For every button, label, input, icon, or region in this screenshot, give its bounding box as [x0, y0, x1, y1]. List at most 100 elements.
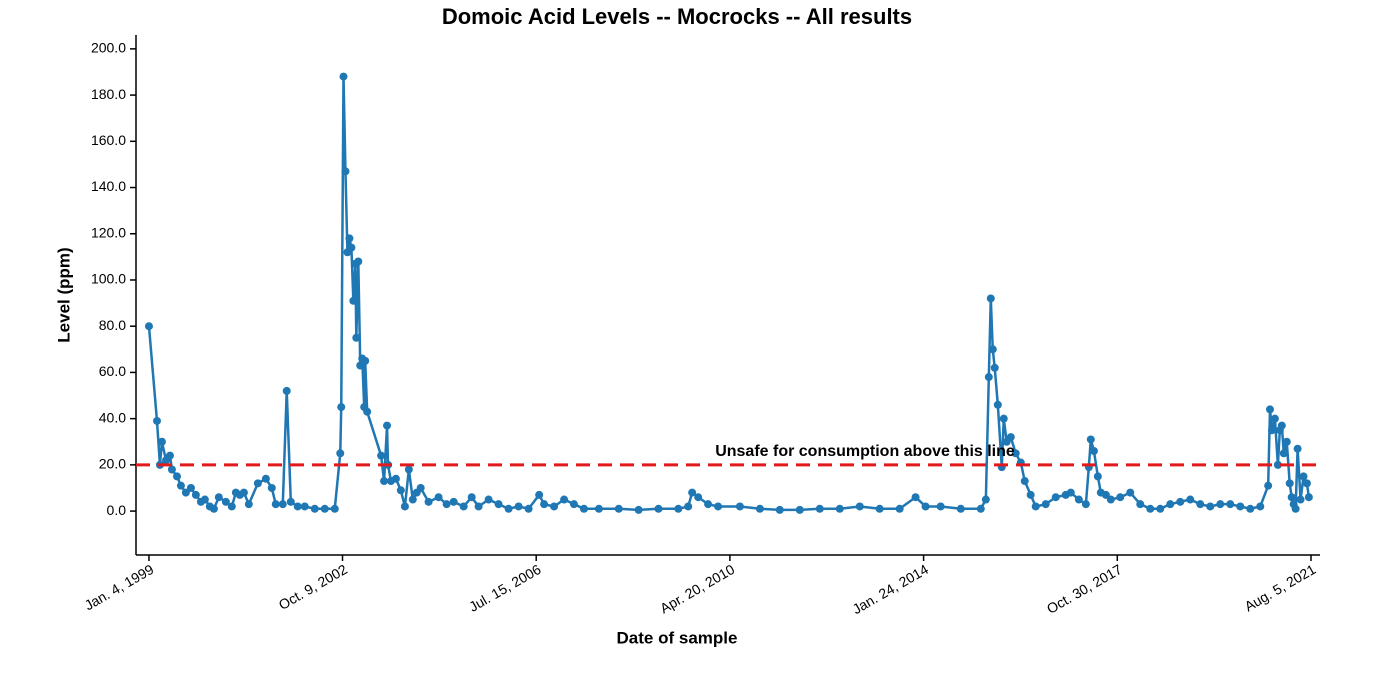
data-point	[157, 437, 166, 446]
data-point	[408, 495, 417, 504]
data-point	[1293, 444, 1302, 453]
data-point	[815, 504, 824, 513]
data-point	[936, 502, 945, 511]
data-point	[467, 493, 476, 502]
data-point	[400, 502, 409, 511]
data-point	[484, 495, 493, 504]
data-point	[286, 497, 295, 506]
data-point	[514, 502, 523, 511]
data-point	[1166, 500, 1175, 509]
data-point	[524, 504, 533, 513]
x-tick-label: Oct. 30, 2017	[1044, 561, 1125, 617]
data-point	[688, 488, 697, 497]
data-point	[990, 363, 999, 372]
data-point	[191, 490, 200, 499]
data-point	[560, 495, 569, 504]
data-point	[271, 500, 280, 509]
data-point	[209, 504, 218, 513]
data-point	[1277, 421, 1286, 430]
x-axis-label: Date of sample	[617, 628, 738, 647]
y-tick-label: 180.0	[91, 86, 126, 102]
data-point	[330, 504, 339, 513]
data-point	[1270, 414, 1279, 423]
data-point	[535, 490, 544, 499]
data-point	[383, 421, 392, 430]
data-point	[984, 373, 993, 382]
data-point	[988, 345, 997, 354]
data-point	[416, 483, 425, 492]
data-point	[775, 505, 784, 514]
data-point	[1216, 500, 1225, 509]
y-tick-label: 120.0	[91, 224, 126, 240]
data-point	[310, 504, 319, 513]
data-point	[1006, 433, 1015, 442]
data-point	[634, 505, 643, 514]
data-point	[654, 504, 663, 513]
data-point	[165, 451, 174, 460]
data-point	[986, 294, 995, 303]
data-point	[674, 504, 683, 513]
x-tick-label: Apr. 20, 2010	[657, 561, 737, 617]
data-point	[336, 449, 345, 458]
data-point	[1116, 493, 1125, 502]
data-point	[1285, 479, 1294, 488]
data-point	[855, 502, 864, 511]
data-point	[1126, 488, 1135, 497]
y-tick-label: 20.0	[99, 456, 126, 472]
data-point	[442, 500, 451, 509]
data-point	[227, 502, 236, 511]
data-point	[341, 167, 350, 176]
data-point	[956, 504, 965, 513]
y-tick-label: 0.0	[107, 502, 127, 518]
data-point	[200, 495, 209, 504]
data-point	[1051, 493, 1060, 502]
data-point	[976, 504, 985, 513]
data-point	[1026, 490, 1035, 499]
data-point	[594, 504, 603, 513]
data-point	[1041, 500, 1050, 509]
data-point	[1020, 477, 1029, 486]
data-point	[1136, 500, 1145, 509]
data-point	[1186, 495, 1195, 504]
y-tick-label: 80.0	[99, 317, 126, 333]
data-point	[396, 486, 405, 495]
plot-area: 0.0 20.0 40.0 60.0 80.0 100.0 120.0 140.0 160.0 1…	[82, 35, 1320, 617]
data-point	[391, 474, 400, 483]
data-point	[345, 234, 354, 243]
data-point	[459, 502, 468, 511]
data-point	[144, 322, 153, 331]
data-point	[999, 414, 1008, 423]
data-point	[875, 504, 884, 513]
data-point	[1066, 488, 1075, 497]
data-point	[214, 493, 223, 502]
y-tick-label: 200.0	[91, 40, 126, 56]
data-point	[352, 333, 361, 342]
data-point	[261, 474, 270, 483]
data-point	[253, 479, 262, 488]
data-point	[1106, 495, 1115, 504]
data-point	[404, 465, 413, 474]
data-point	[244, 500, 253, 509]
data-point	[1093, 472, 1102, 481]
data-point	[176, 481, 185, 490]
data-point	[267, 483, 276, 492]
y-tick-label: 60.0	[99, 363, 126, 379]
data-point	[981, 495, 990, 504]
y-tick-label: 100.0	[91, 271, 126, 287]
y-tick-label: 40.0	[99, 409, 126, 425]
data-point	[300, 502, 309, 511]
data-point	[474, 502, 483, 511]
data-point	[614, 504, 623, 513]
chart-title: Domoic Acid Levels -- Mocrocks -- All re…	[442, 4, 912, 29]
data-point	[172, 472, 181, 481]
data-point	[1299, 472, 1308, 481]
data-point	[293, 502, 302, 511]
data-point	[347, 243, 356, 252]
data-point	[684, 502, 693, 511]
data-point	[1246, 504, 1255, 513]
annotation: Unsafe for consumption above this line	[715, 443, 1015, 460]
data-point	[704, 500, 713, 509]
data-point	[1267, 426, 1276, 435]
data-point	[186, 483, 195, 492]
